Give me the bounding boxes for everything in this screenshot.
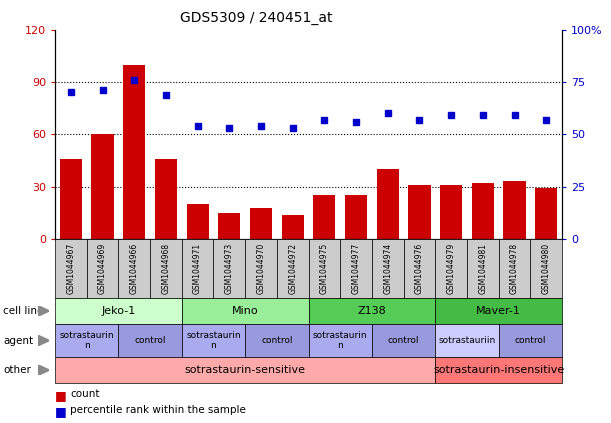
Bar — [472, 183, 494, 239]
Bar — [218, 213, 240, 239]
Text: sotrastaurin
n: sotrastaurin n — [186, 331, 241, 350]
Text: GSM1044968: GSM1044968 — [161, 243, 170, 294]
Bar — [345, 195, 367, 239]
Bar — [186, 204, 209, 239]
Text: ■: ■ — [55, 389, 67, 402]
Text: agent: agent — [3, 335, 33, 346]
Text: control: control — [134, 336, 166, 345]
Text: count: count — [70, 389, 100, 399]
Bar — [503, 181, 525, 239]
Text: GSM1044978: GSM1044978 — [510, 243, 519, 294]
Bar — [313, 195, 335, 239]
Bar — [535, 188, 557, 239]
Bar — [282, 214, 304, 239]
Text: GSM1044980: GSM1044980 — [542, 243, 551, 294]
Text: GSM1044971: GSM1044971 — [193, 243, 202, 294]
Text: cell line: cell line — [3, 306, 43, 316]
Text: GDS5309 / 240451_at: GDS5309 / 240451_at — [180, 11, 333, 25]
Bar — [440, 185, 463, 239]
Text: control: control — [388, 336, 419, 345]
Bar — [377, 169, 399, 239]
Text: GSM1044969: GSM1044969 — [98, 243, 107, 294]
Bar — [60, 159, 82, 239]
Text: GSM1044966: GSM1044966 — [130, 243, 139, 294]
Text: other: other — [3, 365, 31, 375]
Text: control: control — [514, 336, 546, 345]
Bar — [92, 135, 114, 239]
Polygon shape — [38, 365, 49, 375]
Text: sotrastaurin-insensitive: sotrastaurin-insensitive — [433, 365, 565, 375]
Text: GSM1044975: GSM1044975 — [320, 243, 329, 294]
Text: sotrastauriin: sotrastauriin — [439, 336, 496, 345]
Text: sotrastaurin-sensitive: sotrastaurin-sensitive — [185, 365, 306, 375]
Text: GSM1044973: GSM1044973 — [225, 243, 234, 294]
Text: GSM1044976: GSM1044976 — [415, 243, 424, 294]
Text: Mino: Mino — [232, 306, 258, 316]
Text: GSM1044979: GSM1044979 — [447, 243, 456, 294]
Text: control: control — [261, 336, 293, 345]
Text: GSM1044967: GSM1044967 — [67, 243, 75, 294]
Text: GSM1044970: GSM1044970 — [257, 243, 266, 294]
Text: sotrastaurin
n: sotrastaurin n — [313, 331, 368, 350]
Text: sotrastaurin
n: sotrastaurin n — [59, 331, 114, 350]
Bar — [123, 65, 145, 239]
Polygon shape — [38, 335, 49, 346]
Text: ■: ■ — [55, 405, 67, 418]
Bar — [155, 159, 177, 239]
Text: Jeko-1: Jeko-1 — [101, 306, 136, 316]
Text: GSM1044977: GSM1044977 — [351, 243, 360, 294]
Polygon shape — [38, 306, 49, 316]
Text: GSM1044972: GSM1044972 — [288, 243, 297, 294]
Bar — [408, 185, 431, 239]
Text: GSM1044981: GSM1044981 — [478, 243, 488, 294]
Bar — [250, 208, 272, 239]
Text: Maver-1: Maver-1 — [477, 306, 521, 316]
Text: Z138: Z138 — [357, 306, 386, 316]
Text: percentile rank within the sample: percentile rank within the sample — [70, 405, 246, 415]
Text: GSM1044974: GSM1044974 — [383, 243, 392, 294]
